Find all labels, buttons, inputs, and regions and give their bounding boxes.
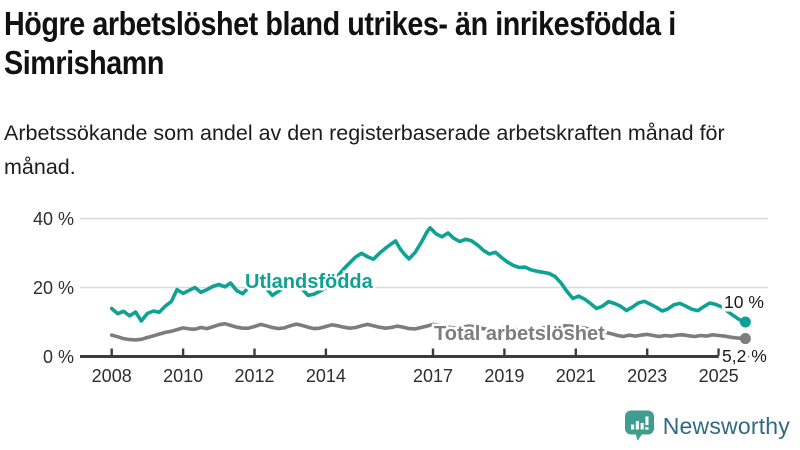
chart-subtitle: Arbetssökande som andel av den registerb… [4,121,725,179]
series-line-utlandsfodda [109,226,748,324]
y-tick-label: 20 % [33,278,74,298]
x-tick-label: 2017 [413,366,453,386]
logo-bar-chart-glyph [630,416,649,430]
x-tick-label: 2019 [484,366,524,386]
series-line-total [109,321,748,342]
x-tick-label: 2012 [234,366,274,386]
series-end-dots [739,316,751,345]
x-tick-label: 2010 [163,366,203,386]
chart-title: Högre arbetslöshet bland utrikes- än inr… [4,5,676,81]
newsworthy-logo-icon [624,410,654,441]
series-label-total: Total arbetslöshet [434,323,605,345]
gridlines [80,217,768,289]
series-end-dot-utlandsfodda [739,316,751,328]
y-axis-labels: 0 % 20 % 40 % [33,209,74,367]
x-axis-tick-labels: 2008 2010 2012 2014 2017 2019 2021 2023 2025 [92,366,739,386]
x-axis-ticks [110,348,720,357]
newsworthy-branding: Newsworthy [624,410,790,442]
end-value-label-utlandsfodda: 10 % [724,292,764,312]
y-tick-label: 0 % [43,347,74,367]
line-chart: 0 % 20 % 40 % 2008 2010 2012 2014 2017 2019 2021… [33,209,770,386]
brand-wordmark: Newsworthy [662,412,790,439]
series-label-utlandsfodda: Utlandsfödda [245,271,374,293]
series-end-dot-total [739,333,751,345]
x-tick-label: 2023 [627,366,667,386]
x-tick-label: 2025 [699,366,739,386]
logo-bubble-shape [624,410,654,441]
y-tick-label: 40 % [33,209,74,229]
end-value-label-total: 5,2 % [722,346,767,366]
x-tick-label: 2021 [556,366,596,386]
x-tick-label: 2014 [306,366,346,386]
x-tick-label: 2008 [92,366,132,386]
series-lines [109,226,748,342]
